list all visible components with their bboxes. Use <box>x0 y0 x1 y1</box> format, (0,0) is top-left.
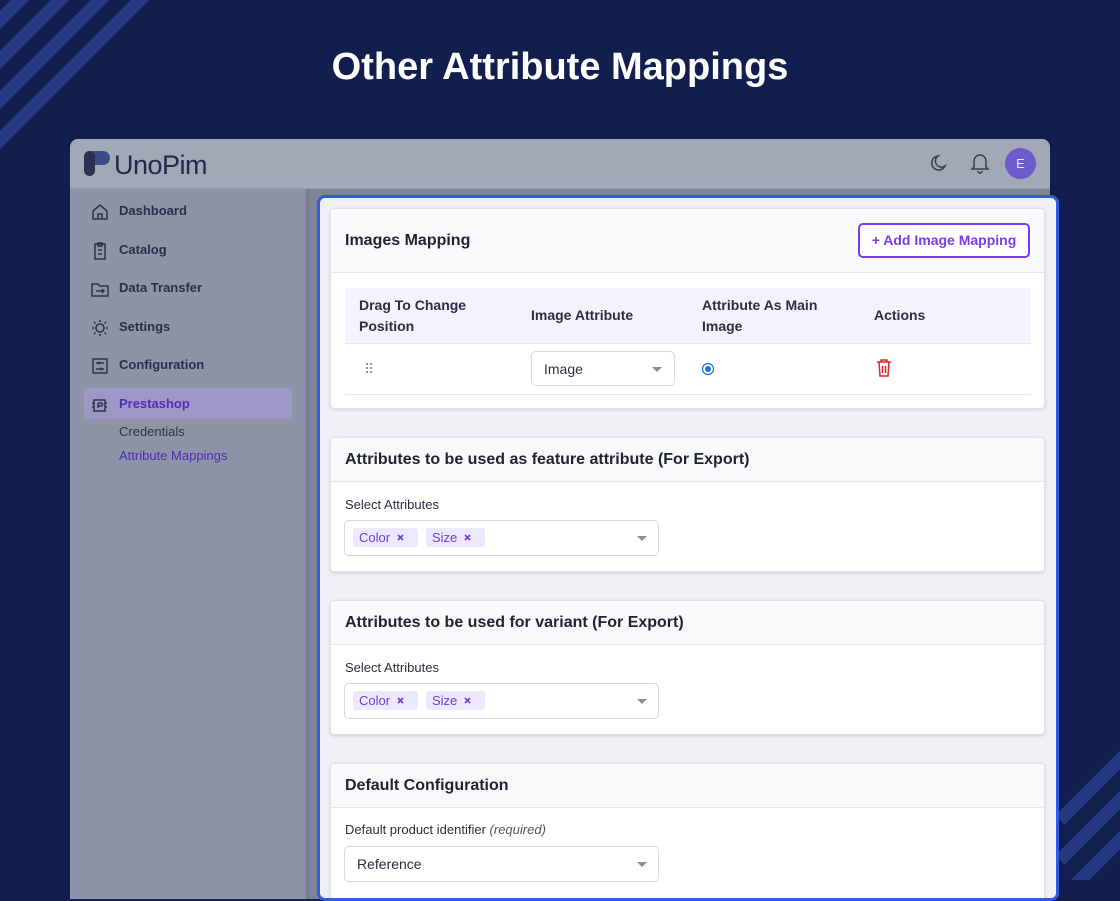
nav-item[interactable]: Prestashop <box>119 396 190 411</box>
select-value: Reference <box>357 856 422 872</box>
field-label: Select Attributes <box>345 660 439 675</box>
column-header: Actions <box>874 307 926 323</box>
card-header: Attributes to be used as feature attribu… <box>331 438 1044 482</box>
caret <box>637 862 647 867</box>
identifier-select[interactable]: Reference <box>344 846 659 882</box>
nav-icon <box>92 204 108 220</box>
highlight-panel: Images Mapping + Add Image Mapping Drag … <box>317 195 1059 901</box>
page-title: Other Attribute Mappings <box>331 46 789 88</box>
nav-icon <box>91 283 109 297</box>
card-header: Attributes to be used for variant (For E… <box>331 601 1044 645</box>
nav-icon <box>92 320 108 336</box>
nav-item[interactable]: Configuration <box>119 357 205 372</box>
decorative-stripes <box>0 0 1120 880</box>
card-title: Attributes to be used as feature attribu… <box>345 451 750 468</box>
label-text: Default product identifier <box>345 822 486 837</box>
table-row: Image <box>345 343 1031 395</box>
delete-button[interactable] <box>875 358 893 378</box>
variant-attributes-card: Attributes to be used for variant (For E… <box>330 600 1045 735</box>
nav-item[interactable]: Settings <box>119 319 171 334</box>
theme-toggle[interactable] <box>930 153 950 173</box>
drag-handle[interactable] <box>365 362 373 374</box>
column-header: Attribute As Main Image <box>702 296 818 334</box>
card-title: Attributes to be used for variant (For E… <box>345 614 684 631</box>
card-header: Images Mapping + Add Image Mapping <box>331 209 1044 273</box>
nav-item[interactable]: Data Transfer <box>119 280 203 295</box>
required-note: (required) <box>489 822 546 837</box>
nav-item[interactable]: Catalog <box>119 242 167 257</box>
attribute-multiselect[interactable]: Color Size <box>344 520 659 556</box>
remove-tag[interactable] <box>463 696 479 705</box>
column-header: Drag To Change Position <box>359 296 467 334</box>
table-header: Drag To Change Position Image Attribute At… <box>345 288 1031 343</box>
nav-icon <box>94 242 106 260</box>
main-image-radio[interactable] <box>701 362 715 376</box>
nav-subitem[interactable]: Attribute Mappings <box>119 448 228 463</box>
nav-icon <box>92 358 108 374</box>
images-mapping-card: Images Mapping + Add Image Mapping Drag … <box>330 208 1045 409</box>
active-item-bg <box>84 388 292 419</box>
app-header: UnoPim E <box>70 139 1050 189</box>
logo: UnoPim <box>114 150 208 180</box>
notifications[interactable] <box>970 152 990 174</box>
attribute-multiselect[interactable]: Color Size <box>344 683 659 719</box>
nav-icon <box>92 399 107 412</box>
logo-icon <box>84 151 110 176</box>
remove-tag[interactable] <box>396 696 412 705</box>
attribute-tag: Color <box>353 528 419 547</box>
field-label: Default product identifier (required) <box>345 822 546 837</box>
field-label: Select Attributes <box>345 497 439 512</box>
select-value: Image <box>544 361 583 377</box>
remove-tag[interactable] <box>396 533 412 542</box>
caret <box>637 699 647 704</box>
card-title: Images Mapping <box>345 232 471 249</box>
tag-label: Size <box>432 693 458 708</box>
feature-attributes-card: Attributes to be used as feature attribu… <box>330 437 1045 572</box>
caret <box>637 536 647 541</box>
card-title: Default Configuration <box>345 777 509 794</box>
nav-item[interactable]: Dashboard <box>119 203 187 218</box>
default-configuration-card: Default Configuration Default product id… <box>330 763 1045 898</box>
remove-tag[interactable] <box>463 533 479 542</box>
card-header: Default Configuration <box>331 764 1044 808</box>
tag-label: Color <box>359 693 391 708</box>
avatar[interactable]: E <box>1005 148 1036 179</box>
add-image-mapping-button[interactable]: + Add Image Mapping <box>858 223 1030 258</box>
sidebar: Dashboard Catalog Data Transfer Settings Con… <box>70 189 309 899</box>
caret <box>652 367 662 372</box>
image-attribute-select[interactable]: Image <box>531 351 675 386</box>
nav-subitem[interactable]: Credentials <box>119 424 185 439</box>
attribute-tag: Size <box>426 691 486 710</box>
tag-label: Color <box>359 530 391 545</box>
column-header: Image Attribute <box>531 307 634 323</box>
attribute-tag: Size <box>426 528 486 547</box>
tag-label: Size <box>432 530 458 545</box>
attribute-tag: Color <box>353 691 419 710</box>
